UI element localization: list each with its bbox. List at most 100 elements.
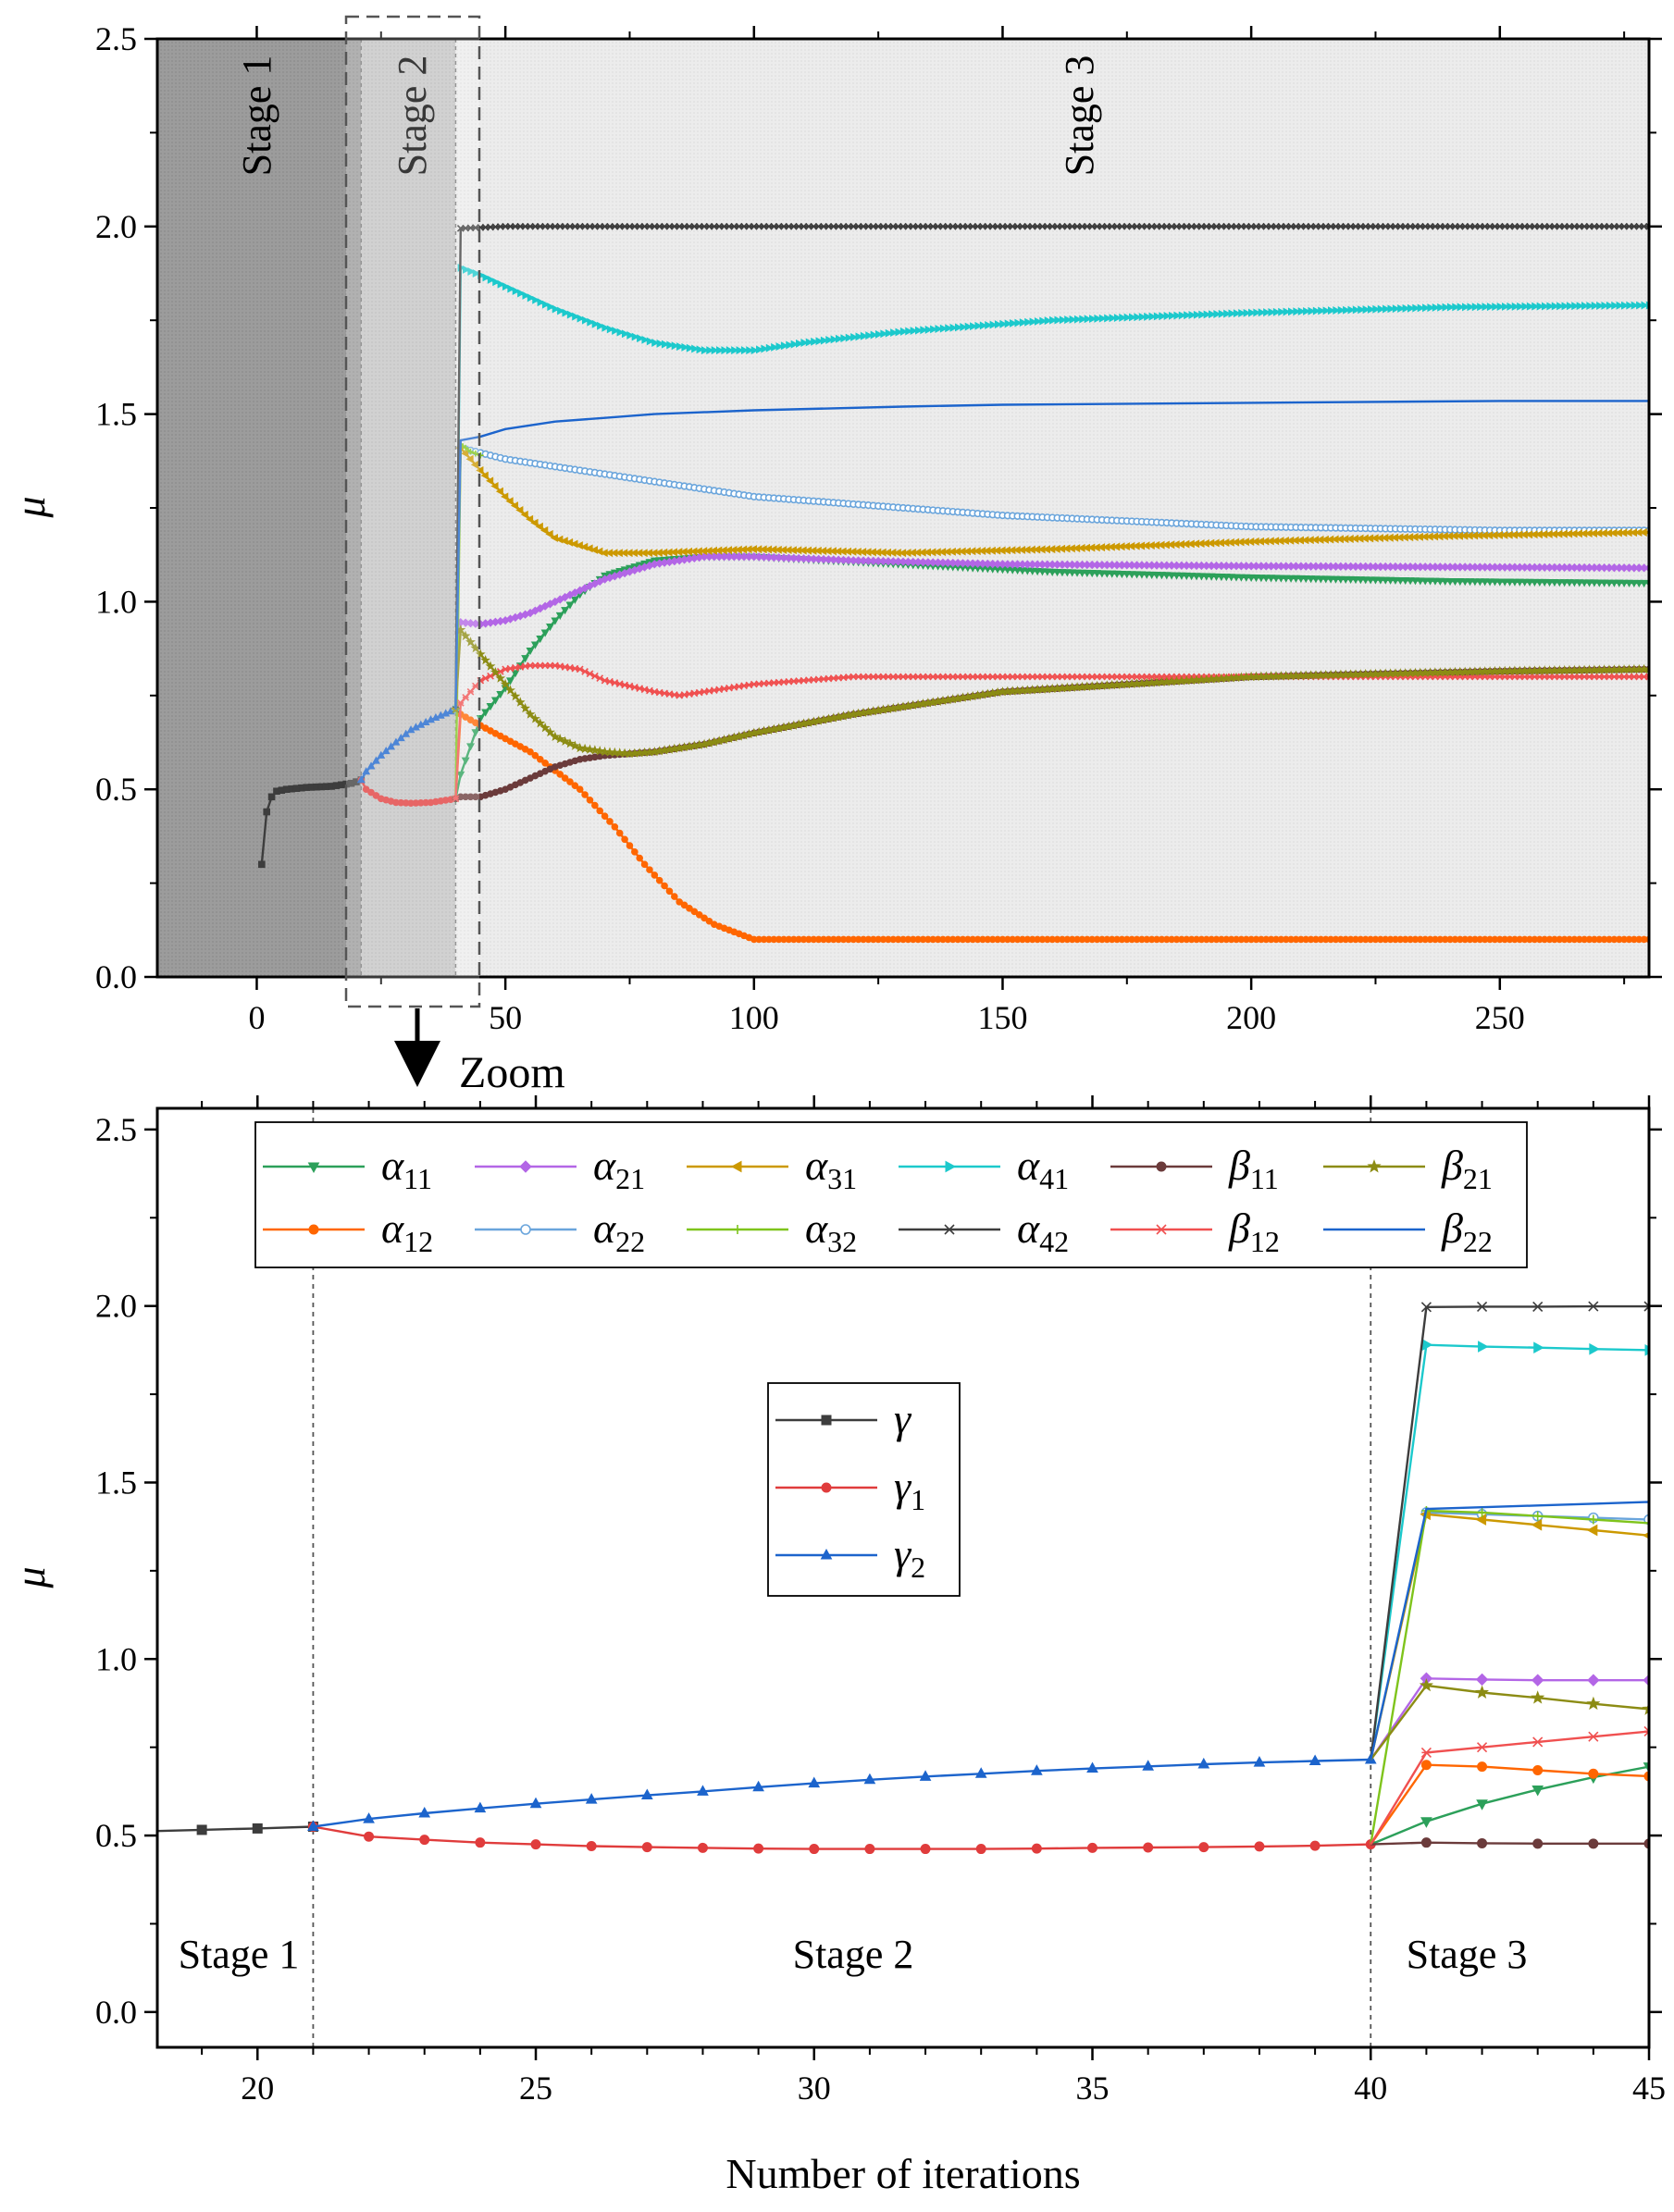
bottom-point-gamma1 [1031,1843,1042,1854]
top-point-alpha11 [1565,579,1574,587]
bottom-point-gamma1 [1309,1840,1321,1851]
top-point-alpha11 [1356,576,1365,585]
top-point-alpha11 [1605,579,1614,587]
top-point-alpha11 [1395,576,1405,586]
bottom-point-gamma2 [919,1770,932,1781]
bottom-line-beta12 [1370,1730,1649,1846]
top-point-alpha11 [1361,576,1370,585]
top-point-alpha41 [979,321,987,330]
top-point-alpha41 [1402,303,1410,313]
bottom-series-beta11 [1370,1837,1649,1849]
bottom-point-gamma1 [1143,1842,1154,1853]
top-point-gamma2 [377,750,386,759]
top-point-alpha41 [1188,311,1197,319]
top-point-alpha41 [1098,314,1107,323]
top-point-gamma2 [381,746,391,755]
top-point-alpha41 [1010,318,1018,327]
top-point-alpha41 [1223,309,1232,318]
top-point-alpha11 [1456,578,1465,587]
top-point-alpha11 [1535,578,1544,587]
bottom-point-gamma2 [1086,1761,1098,1773]
top-point-alpha41 [960,323,968,331]
top-point-alpha41 [1556,302,1565,311]
top-point-alpha11 [1466,578,1475,587]
bottom-stage2-label: Stage 2 [793,1932,914,1977]
bottom-x-tick-label: 30 [798,2070,831,2107]
top-point-beta12 [1645,673,1649,681]
legend-label-subscript: 42 [1039,1225,1069,1258]
legend-label-subscript: 22 [1463,1225,1493,1258]
top-point-alpha41 [994,320,1003,329]
top-point-alpha11 [1410,577,1420,586]
top-point-alpha41 [1073,315,1083,324]
top-point-alpha41 [815,337,824,346]
bottom-point-gamma1 [1198,1842,1209,1853]
top-point-alpha41 [796,339,804,348]
top-point-alpha41 [472,269,480,278]
top-point-alpha12 [591,801,599,809]
top-point-alpha12 [621,835,628,844]
top-point-alpha11 [1510,578,1519,587]
bottom-point-gamma2 [752,1780,764,1792]
top-point-alpha41 [890,328,899,338]
top-point-gamma1 [362,785,370,794]
top-point-alpha41 [597,321,605,330]
top-point-alpha31 [476,465,484,475]
top-point-alpha11 [1426,577,1435,586]
bottom-y-tick-label: 1.5 [95,1464,137,1501]
bottom-line-alpha12 [1370,1763,1649,1846]
top-point-alpha41 [1263,308,1271,317]
top-stage-region [157,39,362,977]
top-point-beta12 [456,699,465,707]
bottom-point-gamma1 [475,1837,486,1848]
top-point-alpha41 [945,324,953,333]
top-point-alpha12 [581,791,589,798]
top-point-alpha41 [1059,315,1067,325]
top-point-beta21 [594,746,605,756]
top-point-beta21 [515,697,526,707]
top-point-alpha11 [1341,575,1350,584]
legend-label-subscript: 21 [1463,1162,1493,1195]
top-point-alpha41 [1407,303,1416,313]
top-point-alpha11 [1515,578,1524,587]
top-point-beta21 [465,636,476,647]
bottom-point-gamma2 [1253,1756,1266,1767]
top-point-alpha11 [1594,579,1604,587]
top-point-alpha12 [615,829,624,837]
top-point-alpha41 [1044,316,1052,326]
bottom-point-gamma1 [641,1842,652,1853]
top-point-alpha11 [1431,577,1440,586]
bottom-x-tick-label: 35 [1076,2070,1110,2107]
top-point-alpha41 [1193,310,1202,319]
top-point-alpha11 [1490,578,1499,587]
top-point-alpha41 [786,340,794,350]
top-point-alpha41 [1123,313,1132,322]
top-point-alpha41 [949,323,958,332]
top-point-alpha41 [532,295,540,304]
bottom-point-beta21 [1531,1690,1545,1704]
top-point-beta21 [529,713,540,723]
legend-label-subscript: 1 [911,1483,925,1516]
top-point-alpha41 [914,326,924,335]
top-point-alpha41 [800,339,809,348]
bottom-chart-panel: 20 25 30 35 40 45 0.0 0.5 1.0 1.5 2.0 2.5 Stage 1 S… [6,1095,1666,2197]
top-point-alpha11 [546,624,554,632]
top-point-alpha11 [1221,574,1231,582]
zoom-label: Zoom [459,1048,565,1097]
top-point-alpha41 [1089,315,1097,324]
top-point-alpha41 [1153,312,1162,321]
legend-label-subscript: 31 [827,1162,857,1195]
top-point-alpha12 [531,751,539,760]
top-point-alpha11 [1615,579,1624,587]
top-point-alpha41 [1343,305,1351,315]
top-point-alpha41 [626,330,635,340]
top-point-alpha11 [471,729,480,737]
top-point-alpha11 [521,655,530,663]
bottom-point-gamma1 [419,1835,430,1846]
top-point-gamma [263,808,271,816]
top-point-alpha11 [1267,575,1276,583]
top-point-alpha41 [825,336,834,344]
top-point-alpha41 [905,327,913,336]
top-point-alpha11 [1242,574,1251,582]
top-point-alpha41 [1019,318,1027,327]
